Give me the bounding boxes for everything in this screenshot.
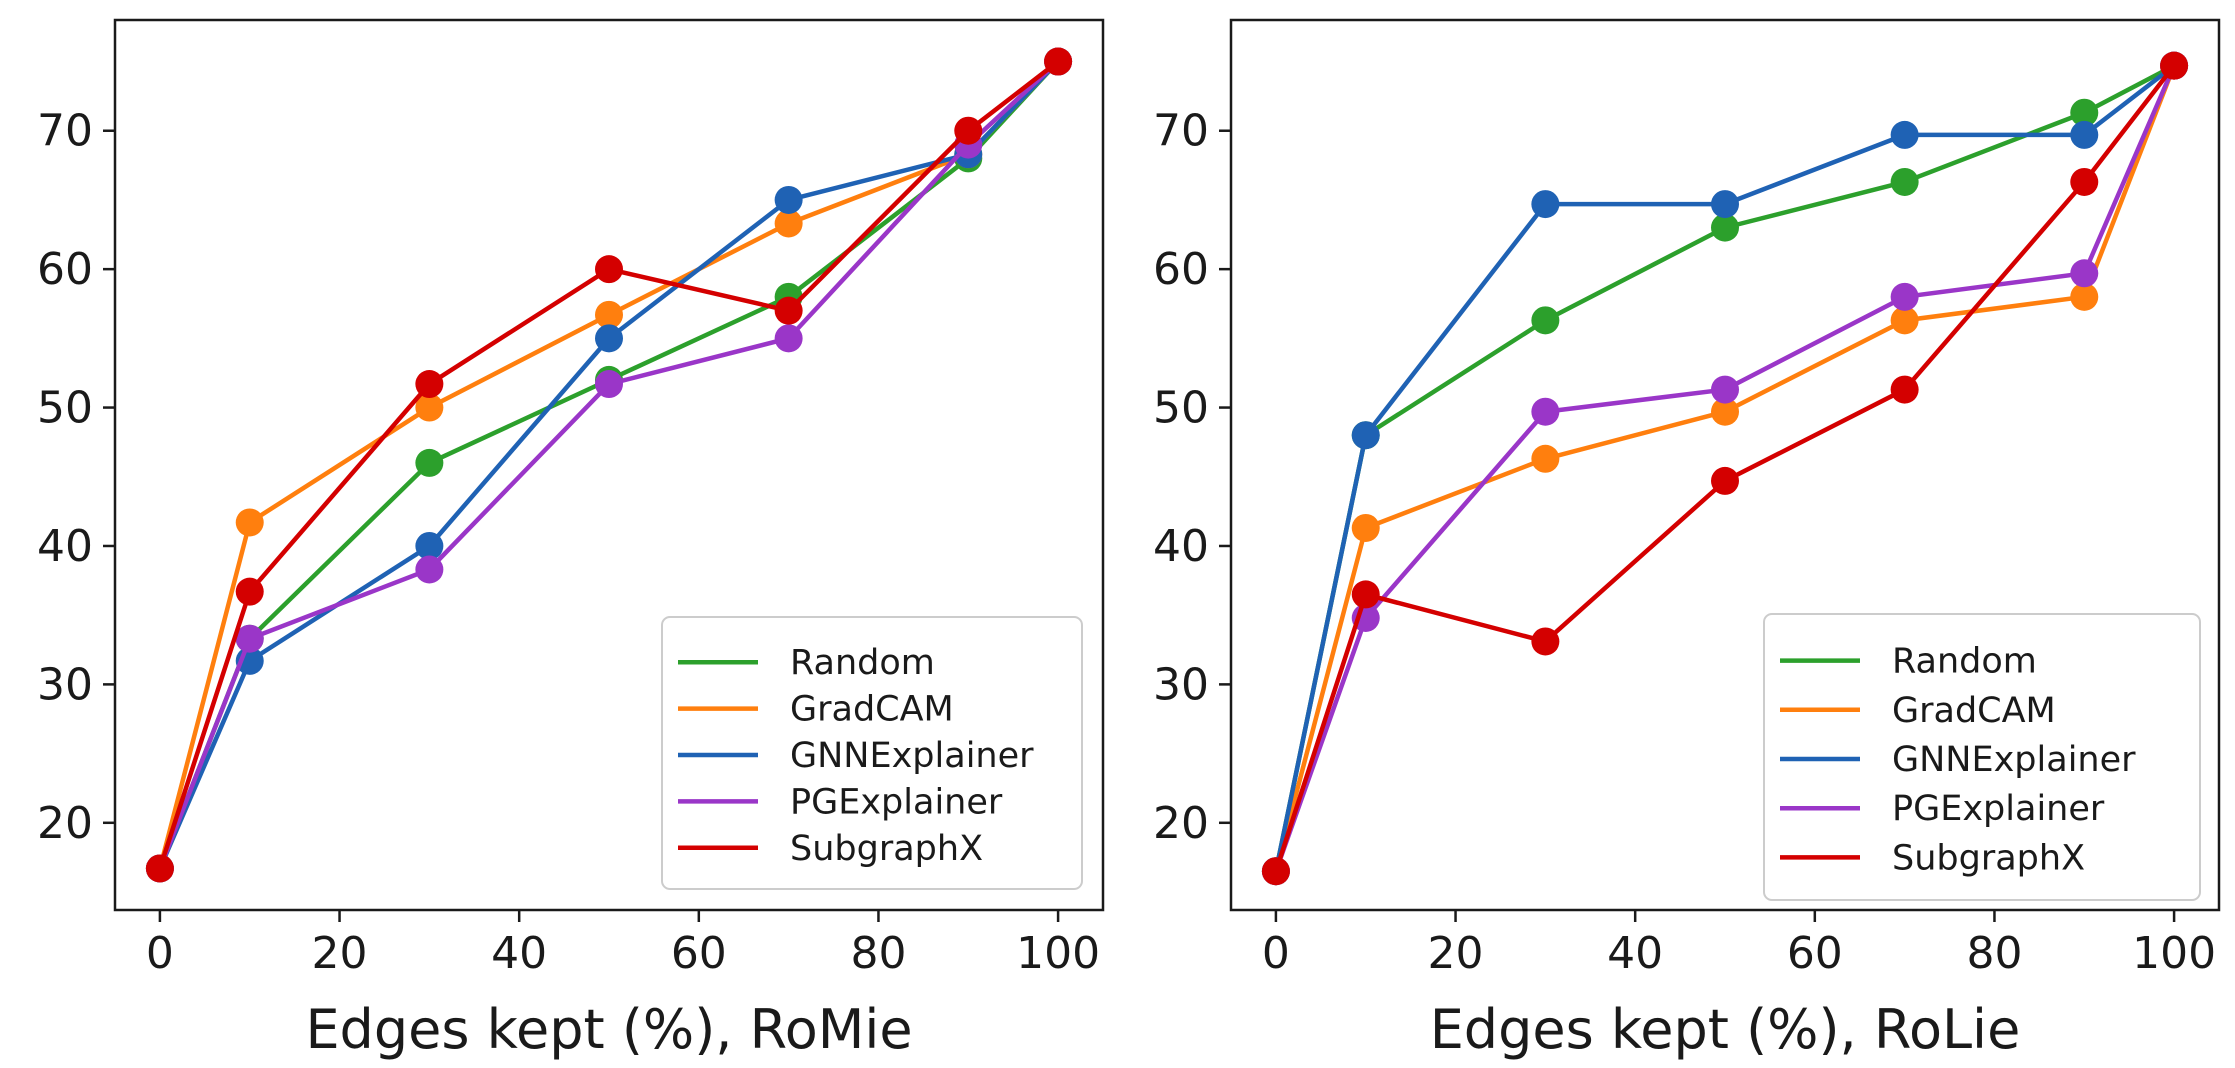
series-subgraphx	[1261, 51, 2189, 886]
legend: Random GradCAM GNNExplainer PGExplainer Subg…	[1763, 613, 2201, 901]
y-tick-label: 60	[37, 244, 93, 295]
data-point	[2160, 51, 2189, 80]
x-tick-label: 40	[491, 928, 547, 979]
y-tick-label: 40	[37, 521, 93, 572]
data-point	[2070, 282, 2099, 311]
data-point	[415, 370, 444, 399]
y-tick-label: 70	[37, 106, 93, 157]
data-point	[145, 854, 174, 883]
data-point	[1531, 627, 1560, 656]
data-point	[415, 555, 444, 584]
legend-box	[1763, 613, 2201, 901]
legend-label: PGExplainer	[1892, 789, 2105, 829]
legend-label: GradCAM	[1892, 691, 2056, 731]
x-tick-label: 60	[671, 928, 727, 979]
chart-panel-2: 0 20 40 60 80 100 20 30 40 50 60 70 Edges kept (%), …	[1153, 18, 2221, 1061]
data-point	[235, 508, 264, 537]
legend: Random GradCAM GNNExplainer PGExplainer Subg…	[661, 616, 1083, 890]
y-tick-label: 70	[1153, 106, 1209, 157]
data-point	[1890, 375, 1919, 404]
data-point	[1351, 513, 1380, 542]
y-tick-label: 40	[1153, 521, 1209, 572]
data-point	[415, 531, 444, 560]
data-point	[235, 624, 264, 653]
legend-box	[661, 616, 1083, 890]
data-point	[2070, 167, 2099, 196]
legend-label: SubgraphX	[1892, 838, 2085, 878]
data-point	[1890, 167, 1919, 196]
legend-label: GNNExplainer	[1892, 740, 2136, 780]
data-point	[774, 324, 803, 353]
data-point	[774, 296, 803, 325]
data-point	[954, 116, 983, 145]
legend-label: SubgraphX	[790, 829, 983, 869]
x-tick-label: 80	[850, 928, 906, 979]
data-point	[1351, 580, 1380, 609]
data-point	[595, 300, 623, 329]
legend-label: GradCAM	[790, 690, 954, 730]
chart-panel-1: 0 20 40 60 80 100 20 30 40 50 60 70 Edges kept (%), …	[37, 18, 1105, 1061]
legend-label: GNNExplainer	[790, 736, 1034, 776]
x-tick-label: 20	[312, 928, 368, 979]
x-tick-label: 80	[1966, 928, 2022, 979]
data-point	[1711, 190, 1739, 219]
data-point	[1711, 375, 1739, 404]
x-axis-label: Edges kept (%), RoLie	[1430, 998, 2021, 1061]
data-point	[595, 370, 623, 399]
data-point	[1711, 397, 1739, 426]
series-gnnexplainer	[1261, 51, 2189, 886]
y-tick-label: 30	[1153, 659, 1209, 710]
x-tick-label: 100	[1016, 928, 1100, 979]
data-point	[415, 393, 444, 422]
data-point	[595, 255, 623, 284]
legend-label: Random	[1892, 642, 2037, 682]
x-tick-label: 60	[1787, 928, 1843, 979]
plot-frame	[1229, 18, 2221, 912]
data-point	[1351, 421, 1380, 450]
data-point	[2070, 98, 2099, 127]
x-axis-label: Edges kept (%), RoMie	[305, 998, 912, 1061]
data-point	[1890, 282, 1919, 311]
data-point	[415, 448, 444, 477]
data-point	[2070, 120, 2099, 149]
data-point	[1890, 306, 1919, 335]
data-point	[1890, 120, 1919, 149]
data-point	[1531, 306, 1560, 335]
data-point	[1261, 857, 1290, 886]
data-point	[1711, 466, 1739, 495]
data-point	[235, 577, 264, 606]
y-tick-label: 20	[1153, 798, 1209, 849]
legend-label: Random	[790, 643, 935, 683]
data-point	[1531, 397, 1560, 426]
data-point	[1531, 190, 1560, 219]
legend-label: PGExplainer	[790, 782, 1003, 822]
x-tick-label: 20	[1428, 928, 1484, 979]
data-point	[1044, 47, 1073, 76]
y-tick-label: 30	[37, 659, 93, 710]
data-point	[1531, 444, 1560, 473]
y-tick-label: 50	[37, 383, 93, 434]
data-point	[2070, 259, 2099, 288]
data-point	[774, 185, 803, 214]
data-point	[1711, 213, 1739, 242]
y-tick-label: 50	[1153, 383, 1209, 434]
y-tick-label: 60	[1153, 244, 1209, 295]
plot-frame	[113, 18, 1105, 912]
x-tick-label: 0	[1262, 928, 1290, 979]
x-tick-label: 40	[1607, 928, 1663, 979]
y-tick-label: 20	[37, 798, 93, 849]
data-point	[774, 209, 803, 238]
x-tick-label: 100	[2132, 928, 2216, 979]
data-point	[595, 324, 623, 353]
x-tick-label: 0	[146, 928, 174, 979]
series-subgraphx	[145, 47, 1073, 883]
